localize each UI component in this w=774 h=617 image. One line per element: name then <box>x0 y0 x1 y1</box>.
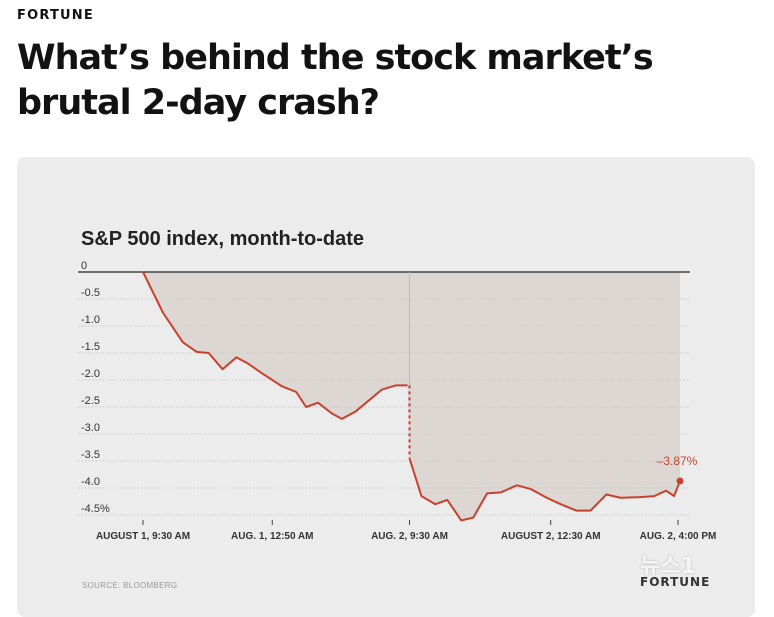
y-tick-label: -1.5 <box>81 341 100 353</box>
series-line-1 <box>142 271 408 420</box>
article-headline: What’s behind the stock market’s brutal … <box>17 38 654 123</box>
fortune-watermark: FORTUNE <box>640 575 710 589</box>
x-tick-label: AUGUST 1, 9:30 AM <box>96 531 190 542</box>
y-tick-label: -4.0 <box>81 476 100 488</box>
series-line-2 <box>408 457 681 522</box>
y-tick-label: -2.5 <box>81 395 100 407</box>
end-value-label: –3.87% <box>657 454 698 468</box>
y-tick-label: -3.0 <box>81 422 100 434</box>
x-tick-label: AUGUST 2, 12:30 AM <box>501 531 601 542</box>
y-tick-label: -1.0 <box>81 314 100 326</box>
chart-shaded-area <box>143 272 680 521</box>
chart-card: S&P 500 index, month-to-date –3.87% 0 -0.… <box>17 157 755 617</box>
y-tick-label: -2.0 <box>81 368 100 380</box>
sp500-chart: S&P 500 index, month-to-date –3.87% 0 -0.… <box>78 228 717 590</box>
y-tick-label: -4.5% <box>81 503 110 515</box>
x-tick-label: AUG. 2, 9:30 AM <box>371 531 448 542</box>
chart-title: S&P 500 index, month-to-date <box>81 228 364 250</box>
y-tick-label: 0 <box>81 260 87 272</box>
y-tick-label: -3.5 <box>81 449 100 461</box>
end-point-marker <box>676 477 684 485</box>
x-tick-label: AUG. 1, 12:50 AM <box>231 531 313 542</box>
fortune-logo[interactable]: FORTUNE <box>17 8 94 23</box>
news1-badge: 뉴스1 <box>640 554 696 579</box>
x-tick-label: AUG. 2, 4:00 PM <box>640 531 717 542</box>
chart-source: SOURCE: BLOOMBERG <box>82 581 177 590</box>
y-tick-label: -0.5 <box>81 287 100 299</box>
